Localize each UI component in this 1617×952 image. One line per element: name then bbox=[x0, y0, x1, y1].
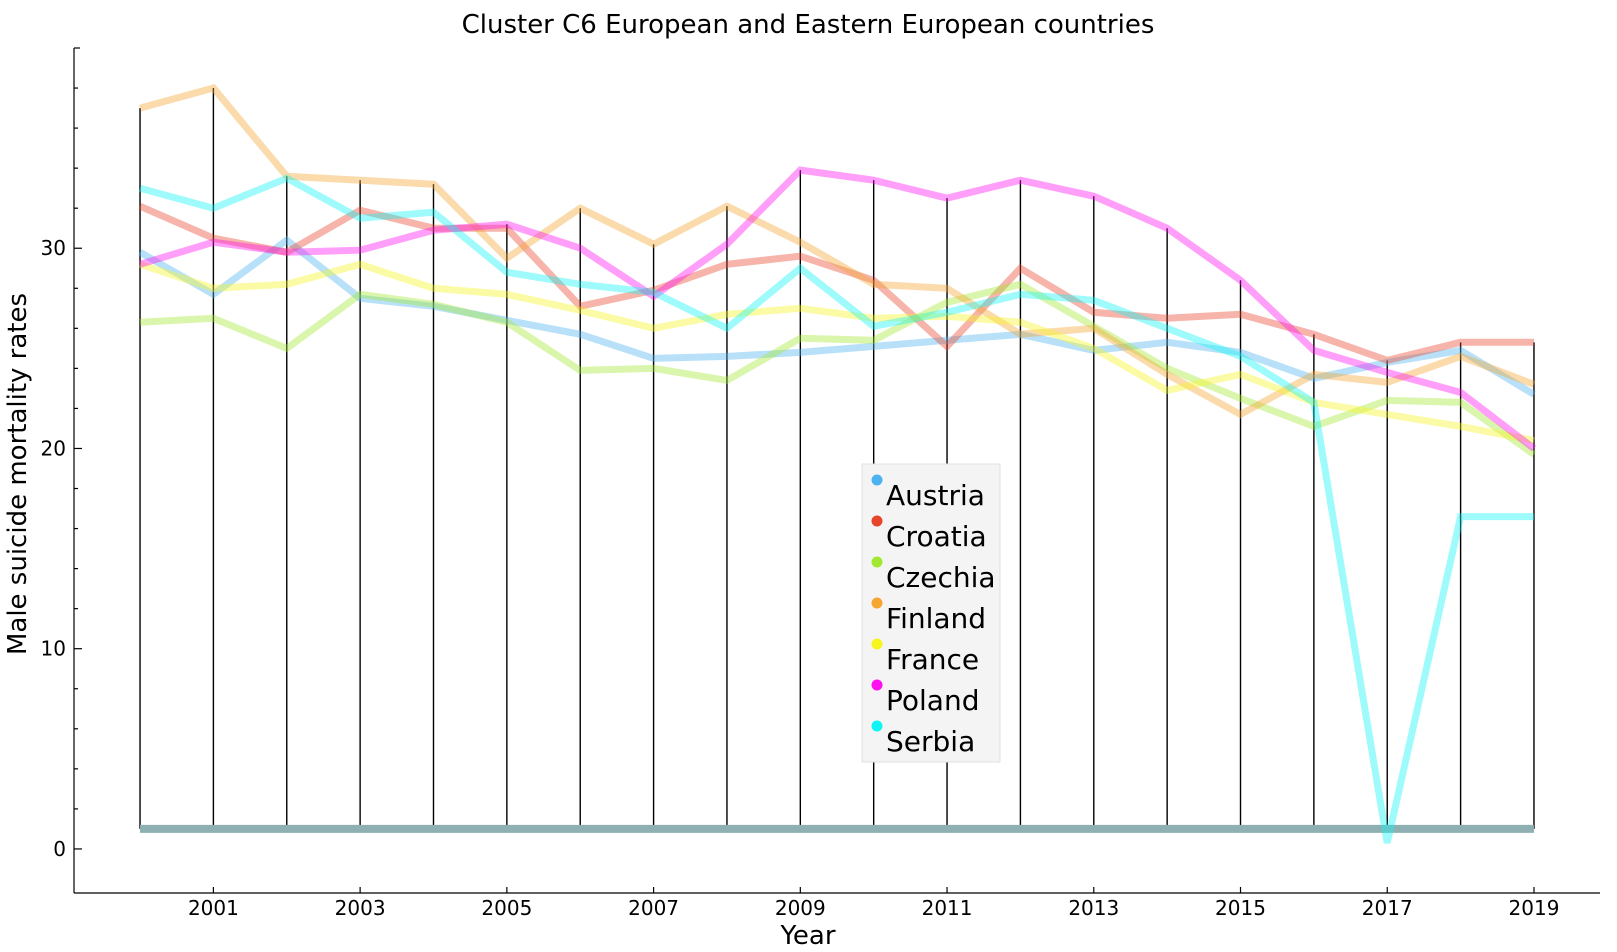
legend-label-france: France bbox=[886, 643, 979, 676]
series-line-czechia bbox=[139, 280, 1537, 458]
y-axis-label: Male suicide mortality rates bbox=[3, 293, 33, 655]
y-tick-label: 30 bbox=[41, 236, 66, 260]
series-line-croatia bbox=[138, 202, 1534, 365]
legend: Austria Croatia Czechia Finland France Poland… bbox=[861, 463, 1001, 763]
legend-marker-finland bbox=[871, 597, 883, 609]
chart-title: Cluster C6 European and Eastern European… bbox=[462, 10, 1155, 40]
legend-label-finland: Finland bbox=[886, 602, 986, 635]
axes bbox=[73, 47, 1600, 894]
legend-label-austria: Austria bbox=[886, 479, 985, 512]
y-tick-label: 20 bbox=[41, 436, 66, 460]
legend-marker-poland bbox=[871, 679, 883, 691]
series-line-serbia bbox=[139, 174, 1534, 844]
legend-marker-czechia bbox=[871, 556, 883, 568]
legend-label-czechia: Czechia bbox=[886, 561, 996, 594]
y-tick-label: 10 bbox=[41, 637, 66, 661]
series-lines bbox=[138, 84, 1537, 844]
x-tick-label: 2003 bbox=[335, 896, 386, 920]
series-line-austria bbox=[138, 235, 1536, 398]
legend-label-poland: Poland bbox=[886, 684, 979, 717]
x-tick-label: 2019 bbox=[1509, 896, 1560, 920]
x-ticks: 2001 2003 2005 2007 2009 2011 2013 2015 2017 2019 bbox=[188, 887, 1559, 920]
series-line-finland bbox=[139, 84, 1536, 419]
x-tick-label: 2007 bbox=[628, 896, 679, 920]
legend-marker-france bbox=[871, 638, 883, 650]
series-line-poland bbox=[138, 166, 1537, 452]
legend-label-croatia: Croatia bbox=[886, 520, 987, 553]
x-tick-label: 2009 bbox=[775, 896, 826, 920]
y-tick-label: 0 bbox=[53, 837, 66, 861]
series-line-france bbox=[138, 260, 1535, 444]
x-axis-label: Year bbox=[779, 921, 835, 951]
x-tick-label: 2017 bbox=[1362, 896, 1413, 920]
legend-marker-serbia bbox=[871, 720, 883, 732]
legend-marker-austria bbox=[871, 474, 883, 486]
x-tick-label: 2013 bbox=[1068, 896, 1119, 920]
x-tick-label: 2011 bbox=[922, 896, 973, 920]
legend-marker-croatia bbox=[871, 515, 883, 527]
y-ticks: 0 10 20 30 bbox=[41, 87, 82, 861]
legend-label-serbia: Serbia bbox=[886, 725, 975, 758]
legend-box bbox=[861, 463, 1001, 763]
x-tick-label: 2001 bbox=[188, 896, 239, 920]
x-tick-label: 2005 bbox=[481, 896, 532, 920]
x-tick-label: 2015 bbox=[1215, 896, 1266, 920]
